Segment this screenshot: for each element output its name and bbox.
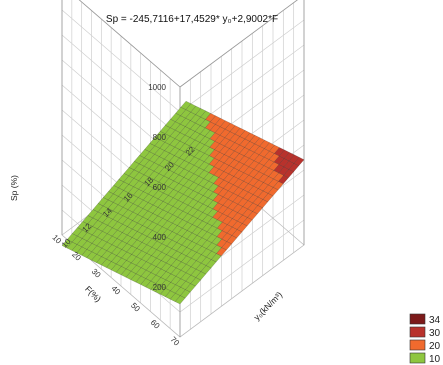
y-axis-label: F(%) [83, 284, 103, 304]
z-tick-label: 400 [153, 233, 167, 242]
legend-swatch [409, 352, 426, 364]
z-tick-label: 600 [153, 183, 167, 192]
legend-label: 34 [429, 315, 441, 326]
legend-swatch [409, 313, 426, 325]
box-edge [179, 0, 298, 88]
box-edge [78, 0, 181, 88]
z-tick-label: 800 [153, 133, 167, 142]
legend: 34 30 20 10 [409, 313, 441, 365]
surface [61, 100, 305, 305]
legend-swatch [409, 326, 426, 338]
surface-cell [180, 100, 192, 110]
z-tick-label: 200 [153, 283, 167, 292]
legend-label: 30 [429, 328, 441, 339]
legend-swatch [409, 339, 426, 351]
legend-label: 10 [429, 354, 441, 365]
chart-title: Sp = -245,7116+17,4529* y₀+2,9002*F [106, 14, 278, 25]
x-axis-label: y₀(kN/m³) [252, 289, 285, 322]
z-axis-label: Sp (%) [9, 175, 19, 201]
legend-label: 20 [429, 341, 441, 352]
z-tick-label: 1000 [148, 83, 166, 92]
